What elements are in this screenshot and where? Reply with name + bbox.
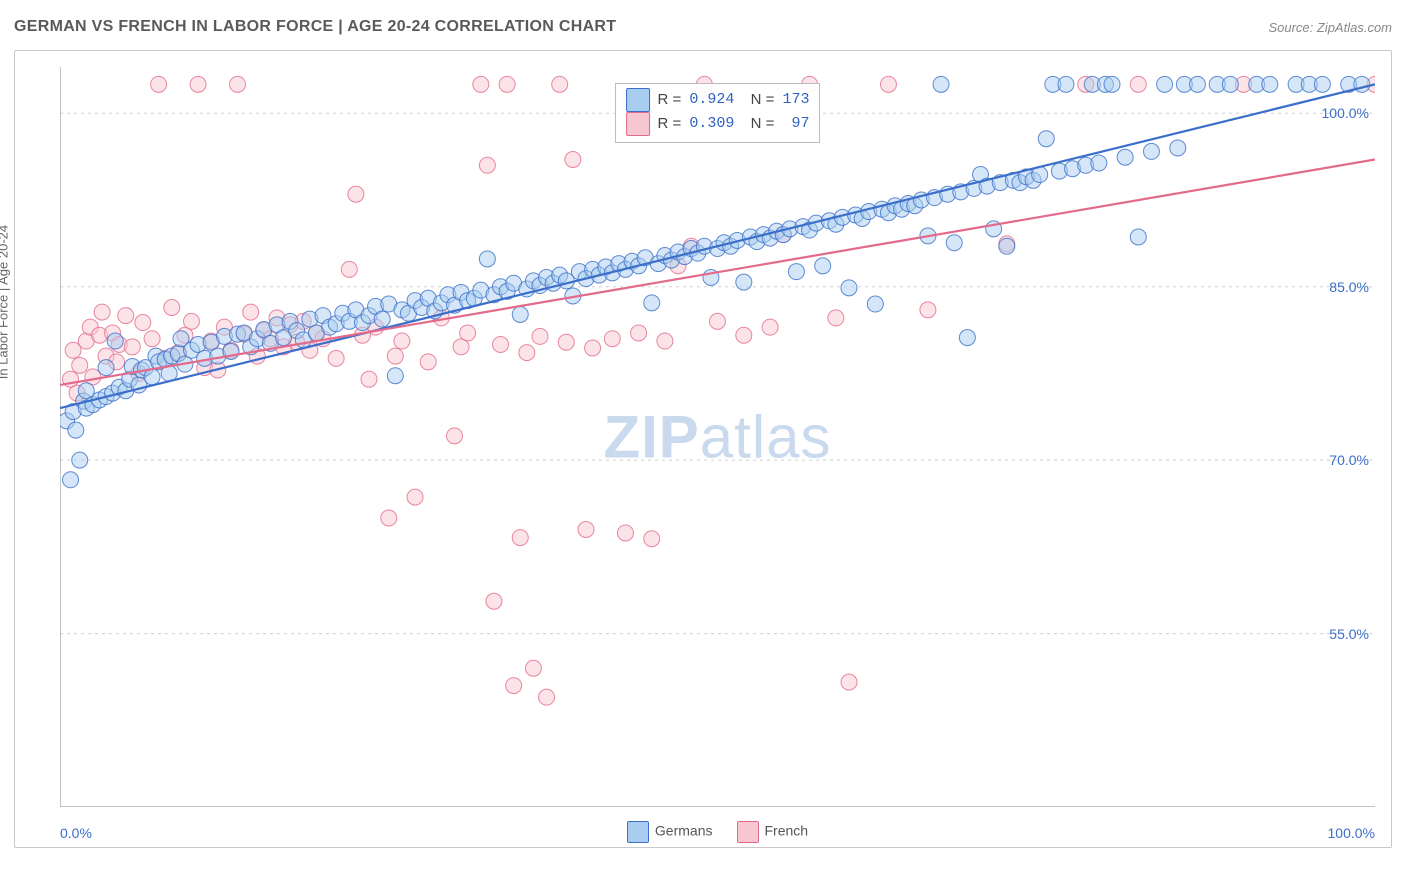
series-legend: Germans French xyxy=(60,821,1375,843)
stat-n-value: 97 xyxy=(782,113,809,136)
stat-n-label: N = xyxy=(742,89,774,112)
y-tick-label: 70.0% xyxy=(1329,452,1369,468)
plot-area: ZIPatlas R = 0.924 N = 173R = 0.309 N = … xyxy=(60,67,1375,807)
swatch-icon xyxy=(626,112,650,136)
chart-title: GERMAN VS FRENCH IN LABOR FORCE | AGE 20… xyxy=(14,18,616,36)
stat-r-value: 0.309 xyxy=(689,113,734,136)
y-tick-label: 100.0% xyxy=(1322,105,1369,121)
swatch-icon xyxy=(737,821,759,843)
swatch-icon xyxy=(626,88,650,112)
x-axis-min: 0.0% xyxy=(60,825,92,841)
correlation-legend: R = 0.924 N = 173 R = 0.309 N = 97 xyxy=(615,83,821,143)
stat-r-value: 0.924 xyxy=(689,89,734,112)
stat-r-label: R = xyxy=(658,89,682,112)
y-tick-label: 85.0% xyxy=(1329,279,1369,295)
y-tick-label: 55.0% xyxy=(1329,626,1369,642)
stat-n-label: N = xyxy=(742,113,774,136)
swatch-icon xyxy=(627,821,649,843)
stat-n-value: 173 xyxy=(782,89,809,112)
legend-item: French xyxy=(737,821,809,843)
chart-frame: ZIPatlas R = 0.924 N = 173R = 0.309 N = … xyxy=(14,50,1392,848)
x-axis-max: 100.0% xyxy=(1328,825,1375,841)
scatter-svg xyxy=(60,67,1375,807)
legend-item: Germans xyxy=(627,821,713,843)
stat-r-label: R = xyxy=(658,113,682,136)
legend-label: French xyxy=(765,823,809,839)
source-attribution: Source: ZipAtlas.com xyxy=(1268,20,1392,35)
legend-label: Germans xyxy=(655,823,713,839)
y-axis-label: In Labor Force | Age 20-24 xyxy=(0,225,11,379)
